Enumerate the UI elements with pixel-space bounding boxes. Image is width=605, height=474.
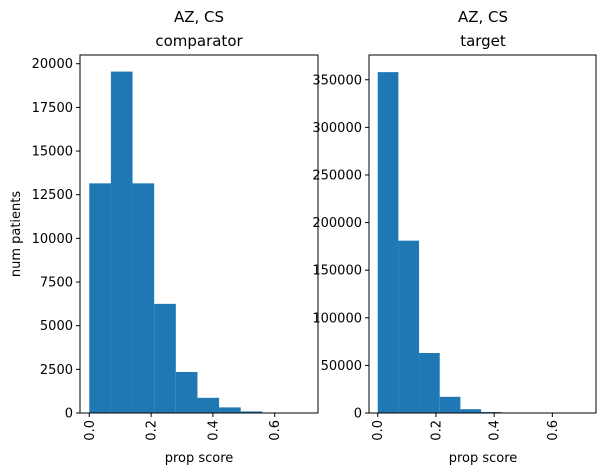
comparator-bar-2: [133, 183, 155, 413]
target-y-tick-label: 250000: [312, 168, 362, 183]
target-subtitle: target: [460, 32, 506, 50]
target-x-tick-label: 0.2: [429, 420, 444, 441]
comparator-bar-6: [219, 407, 241, 413]
target-y-tick-label: 150000: [312, 264, 362, 279]
target-bar-4: [460, 409, 481, 413]
comparator-bar-1: [111, 72, 133, 413]
target-bars: [378, 72, 585, 413]
comparator-y-axis-label: num patients: [9, 191, 24, 278]
comparator-x-tick-label: 0.2: [145, 420, 160, 441]
comparator-bars: [89, 72, 305, 413]
target-y-tick-label: 300000: [312, 121, 362, 136]
target-y-tick-label: 100000: [312, 311, 362, 326]
target-x-tick-label: 0.4: [488, 420, 503, 441]
comparator-y-tick-label: 7500: [40, 276, 73, 291]
target-bar-2: [419, 353, 440, 413]
comparator-x-tick-label: 0.6: [268, 420, 283, 441]
comparator-y-ticks: 0 2500 5000 7500 10000 12500 15000 17500 20000: [32, 57, 80, 421]
comparator-bar-3: [154, 304, 176, 413]
comparator-x-tick-label: 0.4: [206, 420, 221, 441]
target-y-tick-label: 350000: [312, 73, 362, 88]
comparator-y-tick-label: 20000: [32, 57, 73, 72]
target-x-ticks: 0.0 0.2 0.4 0.6: [371, 413, 561, 441]
comparator-x-axis-label: prop score: [165, 451, 234, 466]
target-x-tick-label: 0.6: [546, 420, 561, 441]
comparator-y-tick-label: 2500: [40, 363, 73, 378]
target-x-tick-label: 0.0: [371, 420, 386, 441]
target-x-axis-label: prop score: [449, 451, 518, 466]
comparator-y-tick-label: 5000: [40, 319, 73, 334]
target-title: AZ, CS: [458, 8, 508, 26]
comparator-y-tick-label: 17500: [32, 101, 73, 116]
target-y-tick-label: 0: [354, 407, 362, 422]
target-histogram-panel: AZ, CS target 0 50000 100000 150000 200000 25…: [312, 8, 596, 466]
comparator-y-tick-label: 10000: [32, 232, 73, 247]
comparator-title: AZ, CS: [174, 8, 224, 26]
target-bar-3: [440, 397, 461, 413]
comparator-y-tick-label: 12500: [32, 188, 73, 203]
comparator-y-tick-label: 0: [65, 407, 73, 422]
target-y-tick-label: 50000: [321, 359, 362, 374]
comparator-bar-4: [176, 372, 198, 413]
comparator-subtitle: comparator: [155, 32, 243, 50]
comparator-histogram-panel: AZ, CS comparator 0 2500 5000 7500 10000 1250…: [9, 8, 318, 466]
comparator-x-tick-label: 0.0: [83, 420, 98, 441]
comparator-x-ticks: 0.0 0.2 0.4 0.6: [83, 413, 283, 441]
target-y-tick-label: 200000: [312, 216, 362, 231]
comparator-bar-5: [197, 398, 219, 413]
target-bar-0: [378, 72, 399, 413]
comparator-bar-0: [89, 183, 111, 413]
target-bar-1: [398, 241, 419, 413]
comparator-y-tick-label: 15000: [32, 145, 73, 160]
target-y-ticks: 0 50000 100000 150000 200000 250000 300000 3500…: [312, 73, 369, 421]
